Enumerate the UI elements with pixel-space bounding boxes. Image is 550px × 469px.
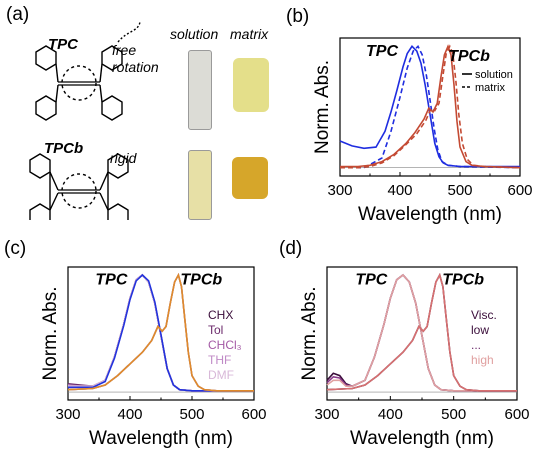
series-annotation: TPCb	[180, 271, 222, 288]
series-annotation: TPC	[95, 271, 127, 288]
x-axis-label: Wavelength (nm)	[358, 204, 502, 225]
vial-tpc-solution	[188, 50, 212, 130]
x-tick-label: 300	[314, 406, 339, 423]
x-tick-label: 300	[327, 182, 352, 199]
panel-label-b: (b)	[286, 6, 309, 27]
x-tick-label: 500	[179, 406, 204, 423]
y-axis-label: Norm. Abs.	[299, 287, 320, 381]
x-axis-label: Wavelength (nm)	[350, 428, 494, 449]
col-header-matrix: matrix	[230, 26, 268, 42]
legend-label: DMF	[208, 368, 234, 382]
legend-label: matrix	[475, 82, 505, 94]
x-axis-label: Wavelength (nm)	[89, 428, 233, 449]
series-line	[340, 46, 520, 167]
film-tpc-matrix	[233, 58, 269, 112]
legend-label: THF	[208, 353, 231, 367]
chart-d: (d) 300 400 500 600 Wavelength (nm) Norm. Abs.…	[275, 234, 550, 469]
y-axis-label: Norm. Abs.	[312, 60, 333, 154]
x-tick-label: 400	[117, 406, 142, 423]
x-tick-label: 600	[507, 182, 532, 199]
x-tick-label: 500	[447, 182, 472, 199]
series-line	[340, 46, 520, 167]
chart-b: (b) 300 400 500 600 Wavelength (nm) Norm. Abs.…	[282, 0, 550, 236]
tpcb-note: rigid	[110, 150, 136, 166]
x-tick-label: 400	[387, 182, 412, 199]
legend-label: high	[471, 353, 494, 367]
legend-label: solution	[475, 69, 513, 81]
series-annotation: TPCb	[448, 48, 490, 65]
film-tpcb-matrix	[232, 157, 268, 199]
vial-tpcb-solution	[188, 150, 212, 220]
x-tick-label: 600	[241, 406, 266, 423]
legend-label: Visc.	[471, 308, 497, 322]
legend-label: CHX	[208, 308, 233, 322]
series-line	[340, 46, 520, 166]
panel-label-c: (c)	[4, 238, 26, 259]
legend-label: ...	[471, 338, 481, 352]
series-annotation: TPC	[355, 271, 387, 288]
series-annotation: TPC	[366, 43, 398, 60]
y-axis-label: Norm. Abs.	[40, 287, 61, 381]
panel-label-d: (d)	[279, 238, 302, 259]
legend-label: Tol	[208, 323, 223, 337]
x-tick-label: 300	[55, 406, 80, 423]
tpc-note: free rotation	[112, 42, 172, 76]
series-line	[340, 46, 520, 167]
legend-label: low	[471, 323, 489, 337]
chart-c: (c) 300 400 500 600 Wavelength (nm) Norm. Abs.…	[0, 234, 275, 469]
x-tick-label: 600	[504, 406, 529, 423]
tpc-label: TPC	[48, 36, 78, 53]
x-tick-label: 500	[441, 406, 466, 423]
series-annotation: TPCb	[442, 271, 484, 288]
legend-label: CHCl₃	[208, 338, 242, 352]
x-tick-label: 400	[378, 406, 403, 423]
tpcb-label: TPCb	[44, 140, 83, 157]
col-header-solution: solution	[170, 26, 218, 42]
